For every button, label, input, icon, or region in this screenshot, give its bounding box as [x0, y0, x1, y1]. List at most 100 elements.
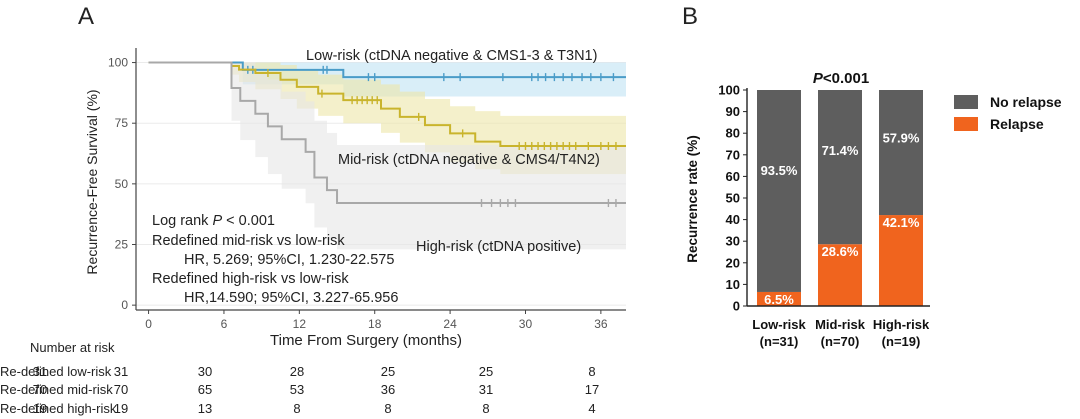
y-tick-label: 0 — [121, 298, 128, 312]
risk-table-cell: 70 — [33, 382, 47, 397]
y-tick-label: 0 — [733, 299, 740, 314]
y-tick-label: 25 — [115, 238, 129, 252]
risk-table-cell: 31 — [33, 364, 47, 379]
y-tick-label: 100 — [108, 56, 128, 70]
legend-label-no-relapse: No relapse — [990, 94, 1062, 110]
panel-b-label: B — [682, 3, 698, 30]
y-tick-label: 60 — [726, 169, 740, 184]
x-tick-label: Mid-risk — [815, 317, 866, 332]
risk-row-label-low: Re-defined low-risk — [0, 364, 112, 379]
y-tick-label: 10 — [726, 277, 740, 292]
risk-table-cell: 25 — [381, 364, 395, 379]
panel-a-survival-curves — [148, 61, 626, 208]
y-tick-label: 20 — [726, 255, 740, 270]
panel-a-y-ticks: 0 25 50 75 100 — [108, 56, 136, 312]
bar-value-label: 28.6% — [822, 244, 859, 259]
panel-b-title-value: <0.001 — [823, 70, 869, 87]
risk-table-cell: 4 — [588, 401, 595, 416]
risk-table-cell: 53 — [290, 382, 304, 397]
risk-table-cell: 28 — [290, 364, 304, 379]
panel-b-axes — [746, 88, 930, 307]
risk-table: Number at risk Re-defined low-risk Re-de… — [0, 340, 599, 416]
panel-a-x-ticks: 0 6 12 18 24 30 36 — [145, 310, 608, 331]
logrank-p: P — [212, 213, 222, 229]
panel-b-y-ticks: 0 10 20 30 40 50 60 70 80 90 100 — [718, 83, 747, 314]
risk-table-title: Number at risk — [30, 340, 115, 355]
legend-label-relapse: Relapse — [990, 116, 1044, 132]
bar-value-label: 57.9% — [883, 131, 920, 146]
bar-relapse-high-risk — [879, 215, 923, 306]
bar-no-relapse-low-risk — [757, 90, 801, 292]
bar-value-label: 42.1% — [883, 215, 920, 230]
low-risk-curve — [148, 61, 626, 79]
y-tick-label: 50 — [115, 177, 129, 191]
panel-b-legend: No relapse Relapse — [954, 94, 1062, 132]
x-tick-label: 18 — [368, 317, 382, 331]
legend-swatch-relapse — [954, 117, 978, 131]
panel-b-y-label: Recurrence rate (%) — [685, 135, 700, 263]
x-tick-label: 24 — [443, 317, 457, 331]
y-tick-label: 40 — [726, 212, 740, 227]
logrank-prefix: Log rank — [152, 213, 212, 229]
x-tick-label: 6 — [221, 317, 228, 331]
risk-table-values: 31 31 30 28 25 25 8 70 70 65 53 36 31 17 19 19 13 8 8 8 4 — [33, 364, 599, 416]
mid-vs-low-title: Redefined mid-risk vs low-risk — [152, 233, 345, 249]
risk-table-cell: 36 — [381, 382, 395, 397]
y-tick-label: 70 — [726, 147, 740, 162]
risk-table-cell: 70 — [114, 382, 128, 397]
panel-b-title: P<0.001 — [813, 70, 869, 87]
high-risk-curve-label: High-risk (ctDNA positive) — [416, 239, 581, 255]
bar-value-label: 93.5% — [761, 163, 798, 178]
logrank-value: < 0.001 — [222, 213, 275, 229]
y-tick-label: 100 — [718, 83, 740, 98]
panel-a: A 0 25 50 75 100 0 6 12 18 24 30 36 Time From Surg… — [0, 3, 627, 416]
x-tick-label: Low-risk — [752, 317, 806, 332]
high-vs-low-hr: HR,14.590; 95%CI, 3.227-65.956 — [184, 290, 398, 306]
bar-no-relapse-high-risk — [879, 90, 923, 216]
x-tick-n-label: (n=70) — [821, 334, 860, 349]
x-tick-n-label: (n=19) — [882, 334, 921, 349]
risk-table-cell: 25 — [479, 364, 493, 379]
risk-table-cell: 19 — [33, 401, 47, 416]
mid-risk-curve — [148, 61, 626, 148]
logrank-text: Log rank P < 0.001 — [152, 213, 275, 229]
x-tick-label: 0 — [145, 317, 152, 331]
high-vs-low-title: Redefined high-risk vs low-risk — [152, 271, 349, 287]
bar-value-label: 71.4% — [822, 143, 859, 158]
y-tick-label: 75 — [115, 116, 129, 130]
risk-table-cell: 19 — [114, 401, 128, 416]
legend-swatch-no-relapse — [954, 95, 978, 109]
risk-table-cell: 65 — [198, 382, 212, 397]
mid-risk-curve-label: Mid-risk (ctDNA negative & CMS4/T4N2) — [338, 152, 600, 168]
low-risk-curve-label: Low-risk (ctDNA negative & CMS1-3 & T3N1… — [306, 48, 597, 64]
risk-table-cell: 8 — [293, 401, 300, 416]
y-tick-label: 50 — [726, 191, 740, 206]
panel-a-label: A — [78, 3, 94, 30]
x-tick-n-label: (n=31) — [760, 334, 799, 349]
y-tick-label: 90 — [726, 104, 740, 119]
x-tick-label: High-risk — [873, 317, 930, 332]
bar-relapse-low-risk — [757, 291, 801, 306]
y-tick-label: 30 — [726, 234, 740, 249]
risk-table-cell: 31 — [479, 382, 493, 397]
panel-b-x-ticks: Low-risk (n=31) Mid-risk (n=70) High-risk (n=… — [752, 317, 930, 349]
x-tick-label: 36 — [594, 317, 608, 331]
risk-table-cell: 30 — [198, 364, 212, 379]
y-tick-label: 80 — [726, 126, 740, 141]
panel-a-y-label: Recurrence-Free Survival (%) — [84, 89, 100, 274]
high-risk-curve — [148, 61, 626, 205]
statistics-annotation: Log rank P < 0.001 Redefined mid-risk vs… — [152, 213, 398, 306]
panel-b-title-p: P — [813, 70, 824, 87]
risk-table-cell: 17 — [585, 382, 599, 397]
panel-b: B P<0.001 Recurrence rate (%) 6.5% 93.5% 2… — [682, 3, 1062, 349]
panel-a-axes — [135, 48, 626, 311]
risk-table-cell: 31 — [114, 364, 128, 379]
bar-relapse-mid-risk — [818, 244, 862, 306]
bar-value-label: 6.5% — [764, 292, 794, 307]
panel-a-x-label: Time From Surgery (months) — [270, 332, 462, 349]
risk-row-label-mid: Re-defined mid-risk — [0, 382, 113, 397]
x-tick-label: 12 — [293, 317, 307, 331]
risk-table-cell: 8 — [482, 401, 489, 416]
risk-row-label-high: Re-defined high-risk — [0, 401, 117, 416]
